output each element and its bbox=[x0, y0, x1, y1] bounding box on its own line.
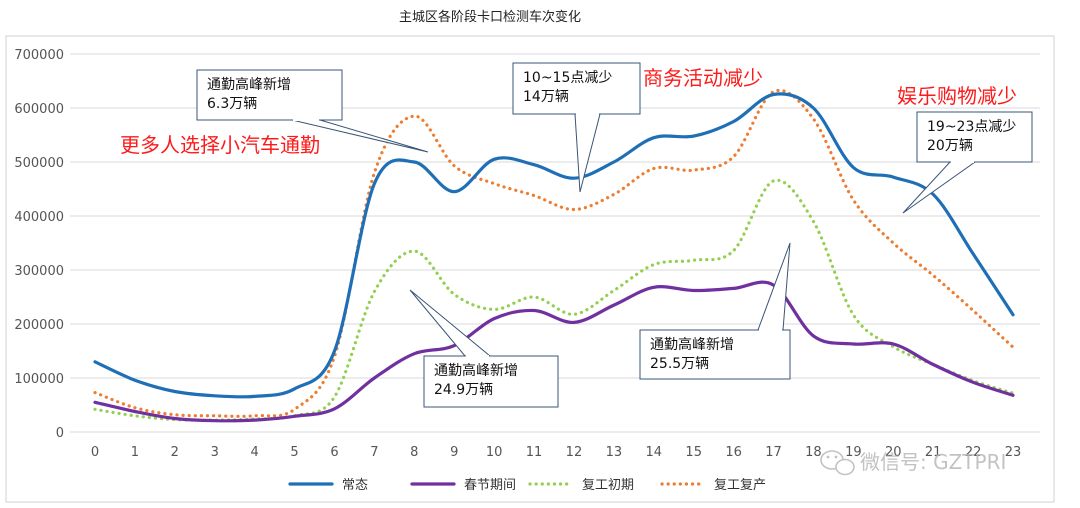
y-tick-label: 300000 bbox=[14, 264, 64, 279]
x-tick-label: 19 bbox=[845, 445, 862, 460]
x-tick-label: 14 bbox=[646, 445, 663, 460]
x-tick-label: 17 bbox=[765, 445, 782, 460]
y-axis: 0 100000 200000 300000 400000 500000 600000 700… bbox=[14, 48, 64, 441]
x-tick-label: 16 bbox=[725, 445, 742, 460]
legend: 常态 春节期间 复工初期 复工复产 bbox=[288, 478, 766, 493]
annotation-text: 10~15点减少 bbox=[523, 70, 612, 86]
x-tick-label: 4 bbox=[251, 445, 259, 460]
y-tick-label: 500000 bbox=[14, 156, 64, 171]
legend-label: 春节期间 bbox=[464, 478, 516, 493]
annotations: 通勤高峰新增6.3万辆10~15点减少14万辆19~23点减少20万辆通勤高峰新… bbox=[196, 62, 1033, 408]
series-lines bbox=[93, 88, 1015, 423]
callout-pointer bbox=[902, 161, 977, 214]
callout: 19~23点减少 20万辆 bbox=[902, 111, 1033, 214]
x-tick-label: 8 bbox=[410, 445, 418, 460]
red-label: 商务活动减少 bbox=[643, 66, 763, 90]
callout-box bbox=[916, 111, 1033, 163]
annotation-text: 19~23点减少 bbox=[927, 119, 1016, 135]
annotation-text: 14万辆 bbox=[523, 89, 569, 105]
series-line-3 bbox=[93, 88, 1015, 418]
plot-frame bbox=[5, 35, 1055, 503]
x-tick-label: 7 bbox=[370, 445, 378, 460]
y-tick-label: 700000 bbox=[14, 48, 64, 63]
legend-label: 常态 bbox=[342, 478, 368, 493]
annotation-text: 24.9万辆 bbox=[434, 382, 493, 398]
callout-box bbox=[196, 69, 343, 121]
x-tick-label: 18 bbox=[805, 445, 822, 460]
x-tick-label: 3 bbox=[211, 445, 219, 460]
series-line-0 bbox=[93, 92, 1015, 399]
callout: 通勤高峰新增 6.3万辆 bbox=[196, 69, 429, 153]
annotation-text: 25.5万辆 bbox=[650, 356, 709, 372]
chart-title: 主城区各阶段卡口检测车次变化 bbox=[399, 9, 581, 25]
callout-box bbox=[423, 355, 559, 408]
x-tick-label: 15 bbox=[685, 445, 702, 460]
annotation-text: 20万辆 bbox=[927, 138, 973, 154]
x-tick-label: 9 bbox=[450, 445, 458, 460]
x-tick-label: 22 bbox=[965, 445, 982, 460]
y-tick-label: 0 bbox=[56, 426, 64, 441]
callout-box bbox=[512, 62, 641, 115]
x-tick-label: 1 bbox=[131, 445, 139, 460]
y-tick-label: 200000 bbox=[14, 318, 64, 333]
x-tick-label: 6 bbox=[330, 445, 338, 460]
legend-label: 复工初期 bbox=[582, 478, 634, 493]
x-axis: 0 1 2 3 4 5 6 7 8 9 10 11 12 13 14 15 16 17 18 19 20 21 22 23 bbox=[91, 445, 1021, 460]
x-tick-label: 11 bbox=[526, 445, 543, 460]
callout: 10~15点减少 14万辆 bbox=[512, 62, 641, 193]
annotation-text: 通勤高峰新增 bbox=[434, 362, 518, 379]
callout-pointer bbox=[574, 113, 601, 193]
y-tick-label: 600000 bbox=[14, 102, 64, 117]
x-tick-label: 5 bbox=[290, 445, 298, 460]
callout-pointer bbox=[757, 242, 791, 331]
x-tick-label: 2 bbox=[171, 445, 179, 460]
series-line-1 bbox=[93, 280, 1015, 423]
x-tick-label: 12 bbox=[566, 445, 583, 460]
watermark-text: 微信号: GZTPRI bbox=[860, 450, 1006, 474]
callout-box bbox=[639, 329, 791, 380]
watermark: 微信号: GZTPRI bbox=[820, 450, 1006, 476]
x-tick-label: 21 bbox=[925, 445, 942, 460]
red-label: 更多人选择小汽车通勤 bbox=[120, 133, 320, 157]
x-tick-label: 0 bbox=[91, 445, 99, 460]
gridlines bbox=[70, 53, 1040, 433]
x-tick-label: 20 bbox=[885, 445, 902, 460]
annotation-text: 6.3万辆 bbox=[207, 96, 257, 112]
y-tick-label: 400000 bbox=[14, 210, 64, 225]
callout: 通勤高峰新增 25.5万辆 bbox=[639, 242, 791, 380]
x-tick-label: 10 bbox=[486, 445, 503, 460]
legend-label: 复工复产 bbox=[714, 478, 766, 493]
red-label: 娱乐购物减少 bbox=[897, 84, 1017, 108]
annotation-text: 通勤高峰新增 bbox=[207, 76, 291, 93]
y-tick-label: 100000 bbox=[14, 372, 64, 387]
callout: 通勤高峰新增 24.9万辆 bbox=[409, 289, 559, 408]
wechat-icon bbox=[820, 450, 855, 476]
series-line-2 bbox=[93, 178, 1015, 422]
x-tick-label: 13 bbox=[606, 445, 623, 460]
annotation-text: 通勤高峰新增 bbox=[650, 336, 734, 353]
x-tick-label: 23 bbox=[1005, 445, 1022, 460]
